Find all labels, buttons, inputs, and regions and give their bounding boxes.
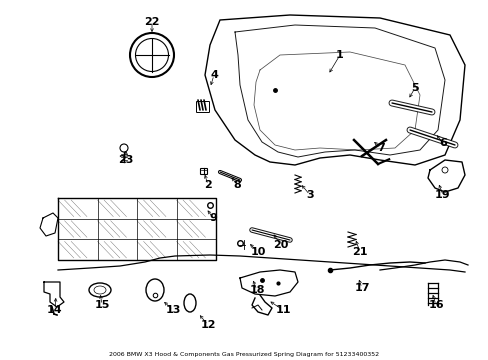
Text: 4: 4 — [210, 70, 218, 80]
Text: 7: 7 — [376, 143, 384, 153]
Text: 18: 18 — [249, 285, 264, 295]
Text: 3: 3 — [305, 190, 313, 200]
Text: 21: 21 — [351, 247, 367, 257]
Text: 5: 5 — [410, 83, 418, 93]
Text: 2: 2 — [203, 180, 211, 190]
Text: 19: 19 — [434, 190, 450, 200]
Text: 14: 14 — [47, 305, 62, 315]
Text: 15: 15 — [94, 300, 109, 310]
Text: 1: 1 — [335, 50, 343, 60]
Text: 22: 22 — [144, 17, 160, 27]
Text: 12: 12 — [200, 320, 215, 330]
Text: 11: 11 — [275, 305, 290, 315]
Text: 17: 17 — [353, 283, 369, 293]
Text: 23: 23 — [118, 155, 133, 165]
Text: 20: 20 — [273, 240, 288, 250]
Text: 8: 8 — [233, 180, 241, 190]
Text: 9: 9 — [209, 213, 217, 223]
Text: 6: 6 — [438, 138, 446, 148]
Text: 2006 BMW X3 Hood & Components Gas Pressurized Spring Diagram for 51233400352: 2006 BMW X3 Hood & Components Gas Pressu… — [109, 352, 379, 357]
Text: 10: 10 — [250, 247, 265, 257]
Text: 13: 13 — [165, 305, 181, 315]
Text: 16: 16 — [427, 300, 443, 310]
